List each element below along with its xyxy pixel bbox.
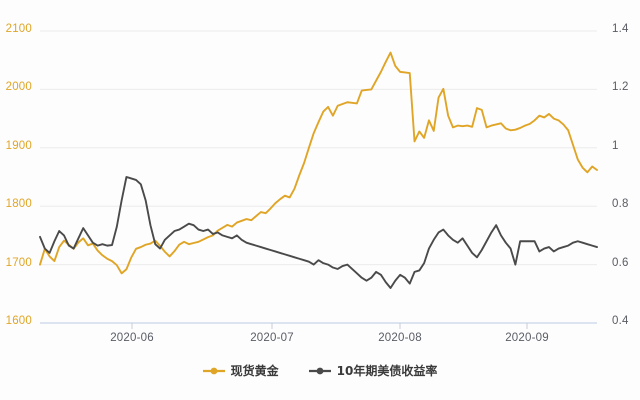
y-right-tick-label: 1.4 <box>612 23 629 35</box>
x-tick-label: 2020-06 <box>110 332 154 344</box>
series-lines <box>39 51 598 289</box>
legend-marker-icon <box>202 367 225 374</box>
y-left-tick-label: 1900 <box>5 139 32 152</box>
y-right-tick-label: 1 <box>612 139 619 152</box>
legend-item-us-10y-yield[interactable]: 10年期美债收益率 <box>308 362 438 379</box>
x-tick-label: 2020-07 <box>250 332 294 344</box>
legend-label: 现货黄金 <box>230 364 279 378</box>
y-right-tick-label: 0.6 <box>612 256 629 269</box>
y-right-tick-label: 0.4 <box>612 315 629 327</box>
y-left-tick-label: 1800 <box>5 198 32 211</box>
x-tick-label: 2020-09 <box>505 332 549 344</box>
y-left-tick-label: 1600 <box>5 315 32 327</box>
gridlines <box>40 30 597 324</box>
chart-legend: 现货黄金 10年期美债收益率 <box>0 362 640 379</box>
x-axis-tick-marks <box>131 323 528 329</box>
legend-item-spot-gold[interactable]: 现货黄金 <box>202 362 279 379</box>
y-right-tick-label: 1.2 <box>612 81 629 94</box>
y-left-tick-label: 2100 <box>5 23 32 35</box>
y-right-tick-label: 0.8 <box>612 198 629 211</box>
legend-label: 10年期美债收益率 <box>336 364 438 378</box>
series-line <box>39 51 598 275</box>
y-left-tick-label: 2000 <box>5 81 32 94</box>
legend-marker-icon <box>308 367 331 374</box>
y-left-tick-label: 1700 <box>5 256 32 269</box>
series-line <box>39 176 598 289</box>
x-tick-label: 2020-08 <box>378 332 422 344</box>
